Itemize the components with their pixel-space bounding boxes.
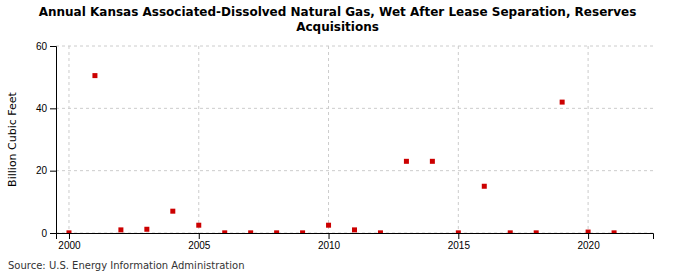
- x-tick: 2000: [58, 233, 81, 251]
- square-point: [508, 230, 513, 233]
- square-point: [482, 184, 487, 189]
- square-point: [300, 230, 305, 233]
- x-tick-mark: [199, 233, 200, 239]
- title-line: Acquisitions: [296, 20, 379, 34]
- source: Source: U.S. Energy Information Administ…: [8, 260, 245, 271]
- square-point: [170, 209, 175, 214]
- square-point: [560, 100, 565, 105]
- x-tick-mark: [329, 233, 330, 239]
- title: Annual Kansas Associated-Dissolved Natur…: [39, 5, 637, 34]
- square-point: [274, 230, 279, 233]
- title-line: Annual Kansas Associated-Dissolved Natur…: [39, 5, 637, 19]
- square-point: [196, 223, 201, 228]
- chart: Annual Kansas Associated-Dissolved Natur…: [0, 0, 675, 275]
- x-axis-line: [57, 234, 654, 240]
- y-tick-label: 40: [36, 103, 48, 114]
- square-point: [378, 230, 383, 233]
- y-tick-label: 60: [36, 41, 48, 52]
- x-tick-mark: [588, 233, 589, 239]
- x-tick: 2010: [318, 233, 341, 251]
- grid-line-x: [588, 46, 589, 233]
- plot: 2000 2005 2010 2015 2020 0 20 40 60: [36, 41, 654, 251]
- points: [66, 73, 616, 233]
- square-point: [430, 159, 435, 164]
- square-point: [144, 227, 149, 232]
- square-point: [222, 230, 227, 233]
- grid-line-y: [56, 170, 653, 171]
- square-point: [326, 223, 331, 228]
- x-tick: 2015: [448, 233, 471, 251]
- y-axis-line: [50, 47, 57, 234]
- x-tick-label: 2005: [188, 240, 211, 251]
- y-tick: 40: [36, 103, 56, 114]
- grid-line-x: [68, 46, 69, 233]
- x-tick-label: 2020: [577, 240, 600, 251]
- square-point: [404, 159, 409, 164]
- y-tick-mark: [50, 46, 56, 47]
- y-tick-label: 0: [41, 228, 47, 239]
- grid-line-x: [328, 46, 329, 233]
- x-tick-label: 2015: [448, 240, 471, 251]
- y-tick: 60: [36, 41, 56, 52]
- grid-line-y: [56, 46, 653, 47]
- grid: [56, 46, 653, 233]
- grid-line-y: [56, 108, 653, 109]
- square-point: [534, 230, 539, 233]
- square-point: [586, 230, 591, 233]
- square-point: [92, 73, 97, 78]
- grid-line-x: [458, 46, 459, 233]
- y-tick-mark: [50, 108, 56, 109]
- y-tick: 0: [41, 228, 56, 239]
- square-point: [248, 230, 253, 233]
- x-tick-label: 2010: [318, 240, 341, 251]
- square-point: [118, 227, 123, 232]
- x-tick-mark: [458, 233, 459, 239]
- x-axis: 2000 2005 2010 2015 2020: [57, 233, 654, 251]
- y-axis: 0 20 40 60: [36, 41, 57, 239]
- x-tick-label: 2000: [58, 240, 81, 251]
- y-axis-title: Billion Cubic Feet: [6, 91, 19, 186]
- x-tick: 2020: [577, 233, 600, 251]
- grid-line-x: [198, 46, 199, 233]
- square-point: [352, 227, 357, 232]
- x-tick: 2005: [188, 233, 211, 251]
- y-tick-label: 20: [36, 165, 48, 176]
- y-tick: 20: [36, 165, 56, 176]
- square-point: [612, 230, 617, 233]
- y-tick-mark: [50, 171, 56, 172]
- square-point: [456, 230, 461, 233]
- y-tick-mark: [50, 233, 56, 234]
- square-point: [66, 230, 71, 233]
- x-tick-mark: [69, 233, 70, 239]
